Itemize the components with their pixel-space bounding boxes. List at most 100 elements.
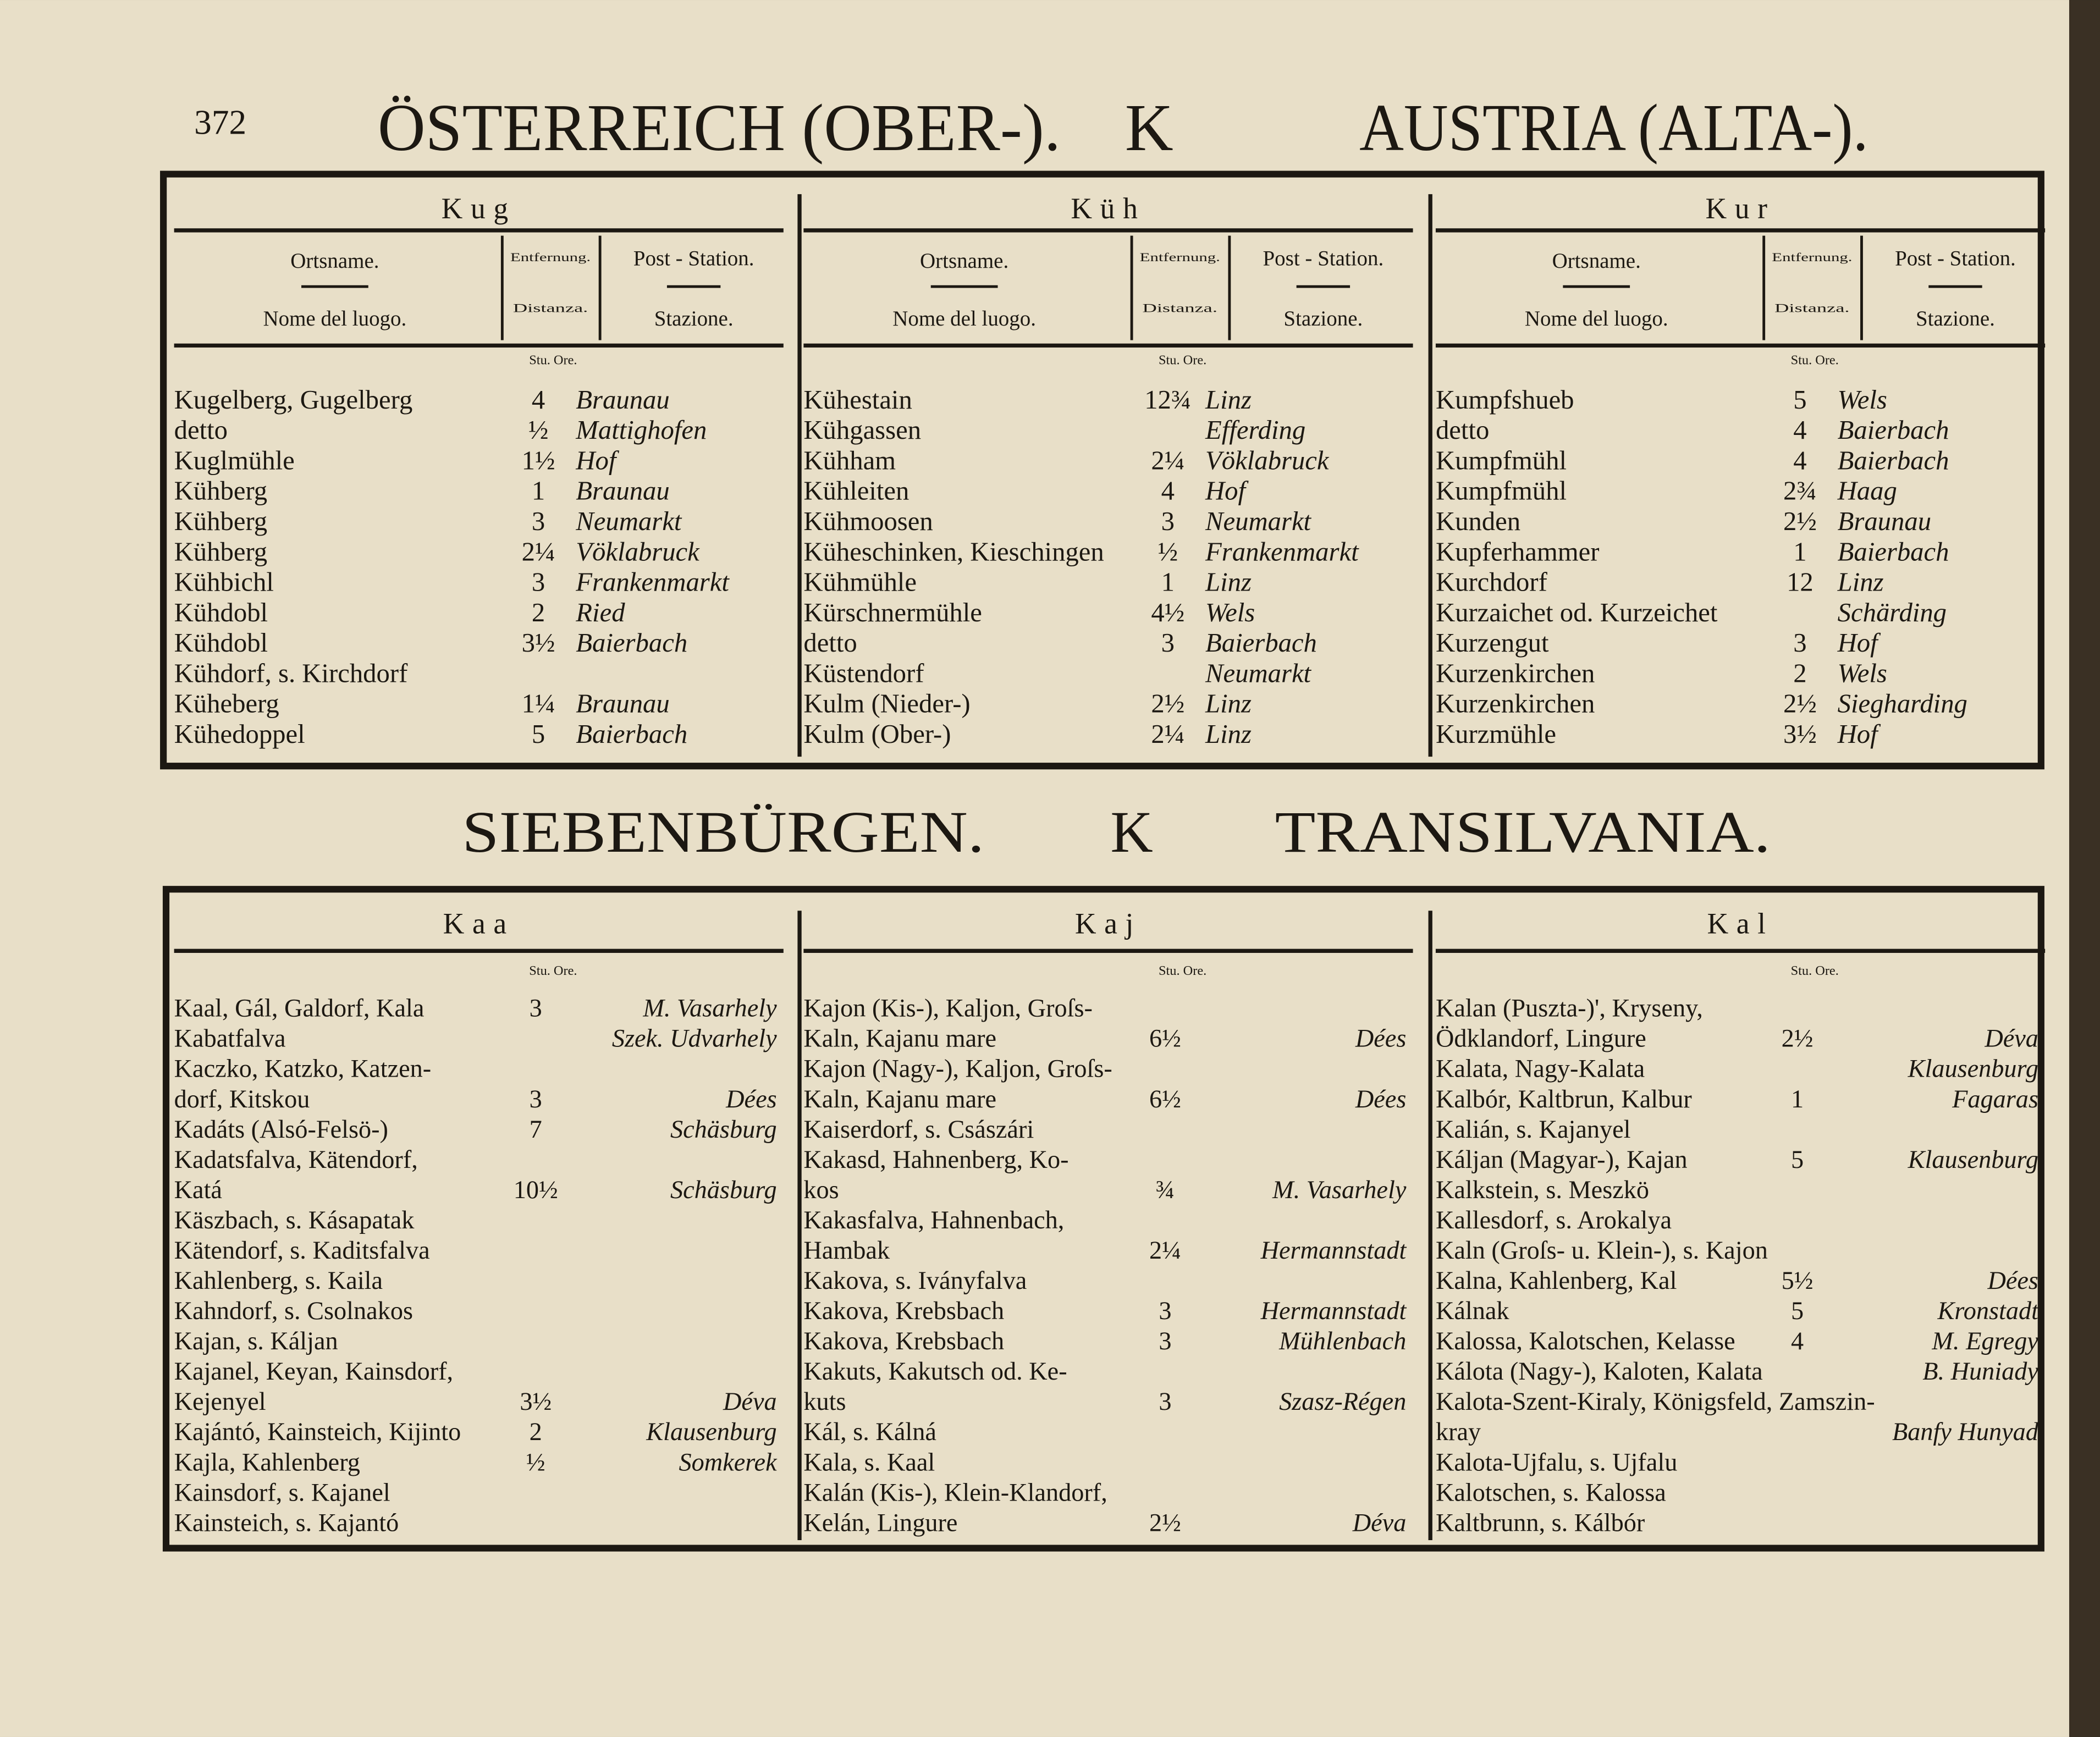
place-name: Kalbór, Kaltbrun, Kalbur (1436, 1085, 1692, 1113)
distance: 3 (1161, 628, 1175, 658)
place-name: Kühham (803, 445, 896, 475)
place-name: Kalkstein, s. Meszkö (1436, 1176, 1649, 1204)
place-name: Kalan (Puszta-)', Kryseny, (1436, 995, 1703, 1023)
distance: 3 (1793, 628, 1806, 658)
place-name: detto (174, 415, 228, 445)
section-heading: Kug (442, 192, 516, 225)
section-heading: Kaa (443, 907, 515, 940)
header-label: Ortsname. (1552, 249, 1641, 273)
post-station: Linz (1205, 719, 1252, 749)
post-station: B. Huniady (1922, 1358, 2038, 1386)
post-station: Braunau (1838, 506, 1931, 536)
place-name: Kalota-Szent-Kiraly, Königsfeld, Zamszin… (1436, 1388, 1875, 1416)
header-label: Stazione. (654, 307, 734, 330)
post-station: Hermannstadt (1260, 1297, 1407, 1325)
post-station: Baierbach (1205, 628, 1317, 658)
place-name: Kahndorf, s. Csolnakos (174, 1297, 413, 1325)
distance: 1¼ (522, 689, 555, 719)
distance: 2¼ (522, 537, 555, 566)
place-name: Kühdobl (174, 628, 268, 658)
place-name: Kupferhammer (1436, 537, 1600, 566)
post-station: Klausenburg (1908, 1055, 2038, 1083)
post-station: Neumarkt (1205, 658, 1312, 688)
distance: 2 (530, 1418, 542, 1446)
place-name: Kadáts (Alsó-Felsö-) (174, 1116, 388, 1144)
post-station: Baierbach (1838, 537, 1949, 566)
place-name: Kala, s. Kaal (803, 1448, 935, 1476)
place-name: Kumpfmühl (1436, 445, 1567, 475)
place-name: Kajanel, Keyan, Kainsdorf, (174, 1358, 453, 1386)
units-label: Stu. Ore. (1791, 963, 1839, 978)
distance: 3 (1159, 1327, 1171, 1355)
place-name: Kühberg (174, 537, 268, 566)
post-station: Kronstadt (1937, 1297, 2040, 1325)
place-name: Kalata, Nagy-Kalata (1436, 1055, 1645, 1083)
header-label: Ortsname. (920, 249, 1008, 273)
place-name: Kainsdorf, s. Kajanel (174, 1479, 390, 1507)
middle-title-left: SIEBENBÜRGEN. (462, 800, 984, 865)
place-name: Kajántó, Kainsteich, Kijinto (174, 1418, 461, 1446)
place-name: Kabatfalva (174, 1025, 286, 1053)
post-station: Linz (1205, 567, 1252, 597)
post-station: M. Egregy (1931, 1327, 2038, 1355)
place-name: Káljan (Magyar-), Kajan (1436, 1146, 1688, 1174)
place-name: Katá (174, 1176, 222, 1204)
distance: 3 (530, 1085, 542, 1113)
place-name: Kürschnermühle (803, 598, 982, 627)
place-name: Kakasfalva, Hahnenbach, (803, 1206, 1064, 1234)
distance: 4 (1791, 1327, 1804, 1355)
post-station: Baierbach (576, 628, 687, 658)
header-label: Entfernung. (1772, 250, 1852, 264)
distance: ½ (526, 1448, 545, 1476)
distance: 4 (1793, 445, 1806, 475)
place-name: Kurchdorf (1436, 567, 1548, 597)
distance: 2½ (1783, 689, 1817, 719)
place-name: dorf, Kitskou (174, 1085, 310, 1113)
post-station: Hof (1837, 719, 1882, 749)
place-name: Kurzmühle (1436, 719, 1556, 749)
post-station: Schäsburg (670, 1176, 777, 1204)
distance: 2 (532, 598, 545, 627)
distance: 7 (530, 1116, 542, 1144)
post-station: Dées (1355, 1085, 1406, 1113)
post-station: Neumarkt (1205, 506, 1312, 536)
place-name: Käszbach, s. Kásapatak (174, 1206, 415, 1234)
distance: ½ (1158, 537, 1178, 566)
post-station: Dées (725, 1085, 776, 1113)
post-station: Siegharding (1838, 689, 1967, 719)
place-name: detto (803, 628, 857, 658)
distance: 1 (1791, 1085, 1804, 1113)
place-name: Kallesdorf, s. Arokalya (1436, 1206, 1672, 1234)
units-label: Stu. Ore. (529, 353, 577, 368)
place-name: Kalna, Kahlenberg, Kal (1436, 1267, 1677, 1295)
place-name: Kaln, Kajanu mare (803, 1025, 996, 1053)
place-name: Kakasd, Hahnenberg, Ko- (803, 1146, 1068, 1174)
header-label: Stazione. (1916, 307, 1995, 330)
distance: 10½ (514, 1176, 558, 1204)
post-station: Baierbach (1838, 445, 1949, 475)
post-station: Klausenburg (646, 1418, 776, 1446)
header-label: Post - Station. (633, 246, 754, 270)
post-station: Braunau (576, 689, 669, 719)
place-name: Kejenyel (174, 1388, 266, 1416)
place-name: Kurzenkirchen (1436, 658, 1595, 688)
distance: 3 (530, 995, 542, 1023)
place-name: Kajon (Nagy-), Kaljon, Groſs- (803, 1055, 1112, 1083)
post-station: M. Vasarhely (1272, 1176, 1407, 1204)
post-station: Neumarkt (575, 506, 682, 536)
top-frame (160, 170, 2044, 770)
place-name: Kakova, s. Iványfalva (803, 1267, 1027, 1295)
distance: 3½ (522, 628, 555, 658)
section-heading: Kaj (1075, 907, 1142, 940)
place-name: Hambak (803, 1237, 890, 1265)
header-label: Nome del luogo. (892, 307, 1036, 330)
place-name: Kaczko, Katzko, Katzen- (174, 1055, 432, 1083)
place-name: Küheschinken, Kieschingen (803, 537, 1104, 566)
place-name: Kahlenberg, s. Kaila (174, 1267, 383, 1295)
distance: 2½ (1149, 1509, 1181, 1537)
units-label: Stu. Ore. (1159, 353, 1206, 368)
post-station: Vöklabruck (576, 537, 700, 566)
header-label: Nome del luogo. (1525, 307, 1668, 330)
place-name: Kühestain (803, 385, 912, 415)
